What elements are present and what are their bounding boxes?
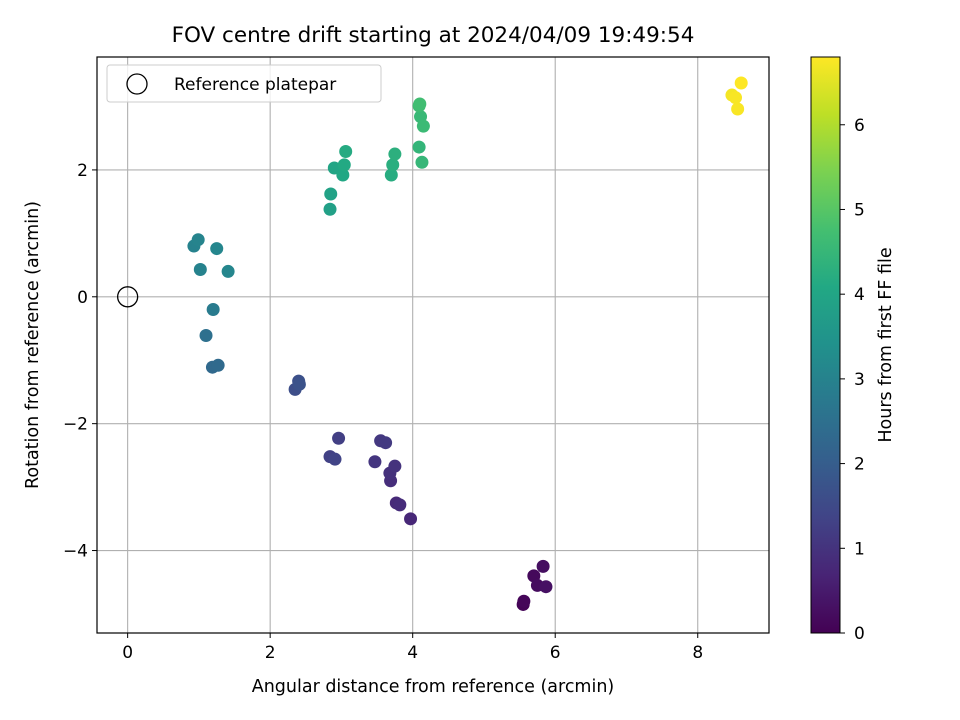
data-point bbox=[388, 147, 402, 161]
data-point bbox=[211, 358, 225, 372]
data-point bbox=[416, 119, 430, 133]
data-point bbox=[379, 436, 393, 450]
colorbar-tick-label: 3 bbox=[854, 370, 865, 390]
legend-label: Reference platepar bbox=[174, 75, 336, 95]
colorbar: 0 1 2 3 4 5 6 Hours from first FF file bbox=[810, 56, 896, 644]
data-points bbox=[187, 76, 748, 611]
data-point bbox=[731, 102, 745, 116]
data-point bbox=[292, 377, 306, 391]
data-point bbox=[199, 328, 213, 342]
data-point bbox=[210, 242, 224, 256]
data-point bbox=[336, 168, 350, 182]
data-point bbox=[536, 559, 550, 573]
reference-marker bbox=[116, 286, 139, 308]
data-point bbox=[734, 76, 748, 90]
data-point bbox=[206, 302, 220, 316]
x-tick-label: 2 bbox=[265, 643, 276, 663]
y-axis-label: Rotation from reference (arcmin) bbox=[23, 201, 43, 489]
data-point bbox=[337, 158, 351, 172]
legend-box bbox=[106, 64, 382, 103]
data-point bbox=[323, 202, 337, 216]
data-point bbox=[404, 512, 418, 526]
data-point bbox=[368, 455, 382, 469]
data-point bbox=[339, 145, 353, 159]
x-tick-label: 0 bbox=[122, 643, 133, 663]
data-point bbox=[415, 155, 429, 169]
data-point bbox=[221, 264, 235, 278]
y-axis-ticks: −4 −2 0 2 bbox=[63, 161, 97, 562]
x-tick-label: 4 bbox=[407, 643, 418, 663]
y-tick-label: −4 bbox=[63, 542, 88, 562]
chart-title: FOV centre drift starting at 2024/04/09 … bbox=[172, 23, 695, 48]
data-point bbox=[193, 263, 207, 277]
plot-frame bbox=[96, 56, 770, 634]
x-tick-label: 8 bbox=[692, 643, 703, 663]
data-point bbox=[191, 233, 205, 247]
colorbar-tick-label: 0 bbox=[854, 624, 865, 644]
data-point bbox=[386, 158, 400, 172]
y-tick-label: 2 bbox=[77, 161, 88, 181]
y-tick-label: −2 bbox=[63, 415, 88, 435]
colorbar-ticks: 0 1 2 3 4 5 6 bbox=[840, 116, 865, 644]
data-point bbox=[393, 498, 407, 512]
x-axis-label: Angular distance from reference (arcmin) bbox=[252, 677, 615, 697]
legend-marker bbox=[126, 73, 148, 95]
data-point bbox=[729, 91, 743, 105]
plot-background bbox=[97, 57, 769, 633]
data-point bbox=[328, 452, 342, 466]
colorbar-tick-label: 2 bbox=[854, 455, 865, 475]
colorbar-tick-label: 5 bbox=[854, 200, 865, 220]
data-point bbox=[388, 459, 402, 473]
data-point bbox=[413, 97, 427, 111]
data-point bbox=[384, 168, 398, 182]
colorbar-tick-label: 4 bbox=[854, 285, 865, 305]
legend: Reference platepar bbox=[106, 64, 382, 103]
data-point bbox=[332, 431, 346, 445]
data-point bbox=[324, 187, 338, 201]
x-tick-label: 6 bbox=[550, 643, 561, 663]
colorbar-label: Hours from first FF file bbox=[876, 247, 896, 442]
grid bbox=[97, 57, 769, 633]
data-point bbox=[539, 580, 553, 594]
colorbar-gradient bbox=[810, 56, 841, 634]
colorbar-tick-label: 1 bbox=[854, 539, 865, 559]
reference-layer bbox=[116, 286, 139, 308]
data-point bbox=[517, 594, 531, 608]
x-axis-ticks: 0 2 4 6 8 bbox=[122, 633, 703, 663]
data-point bbox=[412, 140, 426, 154]
colorbar-tick-label: 6 bbox=[854, 116, 865, 136]
y-tick-label: 0 bbox=[77, 288, 88, 308]
